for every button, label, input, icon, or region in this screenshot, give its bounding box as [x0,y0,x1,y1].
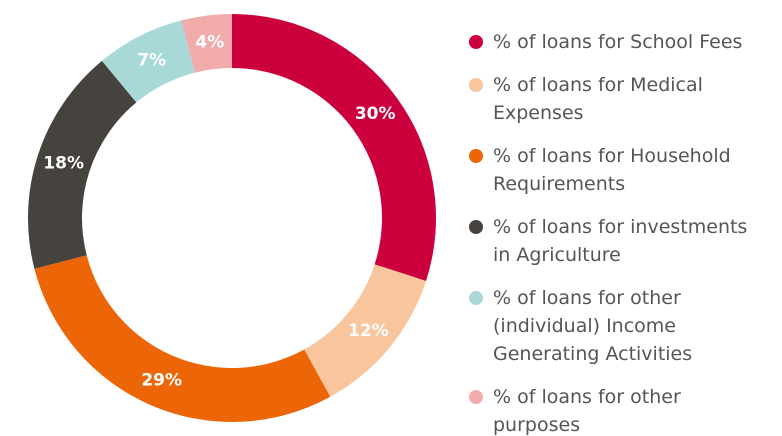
data-label: 7% [137,50,166,70]
legend-label: % of loans for investments in Agricultur… [493,216,748,266]
legend-swatch [469,220,483,234]
legend-item: % of loans for Medical Expenses [466,71,766,127]
legend-item: % of loans for investments in Agricultur… [466,213,766,269]
donut-segment [232,14,436,282]
legend-label: % of loans for Medical Expenses [493,74,703,124]
data-label: 29% [141,370,182,390]
legend-item: % of loans for other purposes [466,383,766,436]
legend-label: % of loans for other purposes [493,386,681,436]
legend-swatch [469,78,483,92]
donut-segment [304,264,427,397]
data-label: 4% [195,32,224,52]
legend-swatch [469,35,483,49]
data-label: 18% [43,153,84,173]
legend-swatch [469,291,483,305]
legend-label: % of loans for Household Requirements [493,145,731,195]
legend-item: % of loans for School Fees [466,28,766,56]
legend-label: % of loans for other (individual) Income… [493,287,693,365]
legend: % of loans for School Fees % of loans for… [466,28,766,436]
donut-chart: 30% 12% 29% 18% 7% 4% [28,14,436,422]
data-label: 12% [348,321,389,341]
legend-swatch [469,149,483,163]
donut-segment [101,20,195,103]
data-label: 30% [355,104,396,124]
donut-segment [181,14,232,73]
legend-item: % of loans for other (individual) Income… [466,284,766,368]
donut-segment [34,255,331,422]
legend-swatch [469,390,483,404]
donut-segment [28,60,137,269]
legend-label: % of loans for School Fees [493,31,743,53]
legend-item: % of loans for Household Requirements [466,142,766,198]
